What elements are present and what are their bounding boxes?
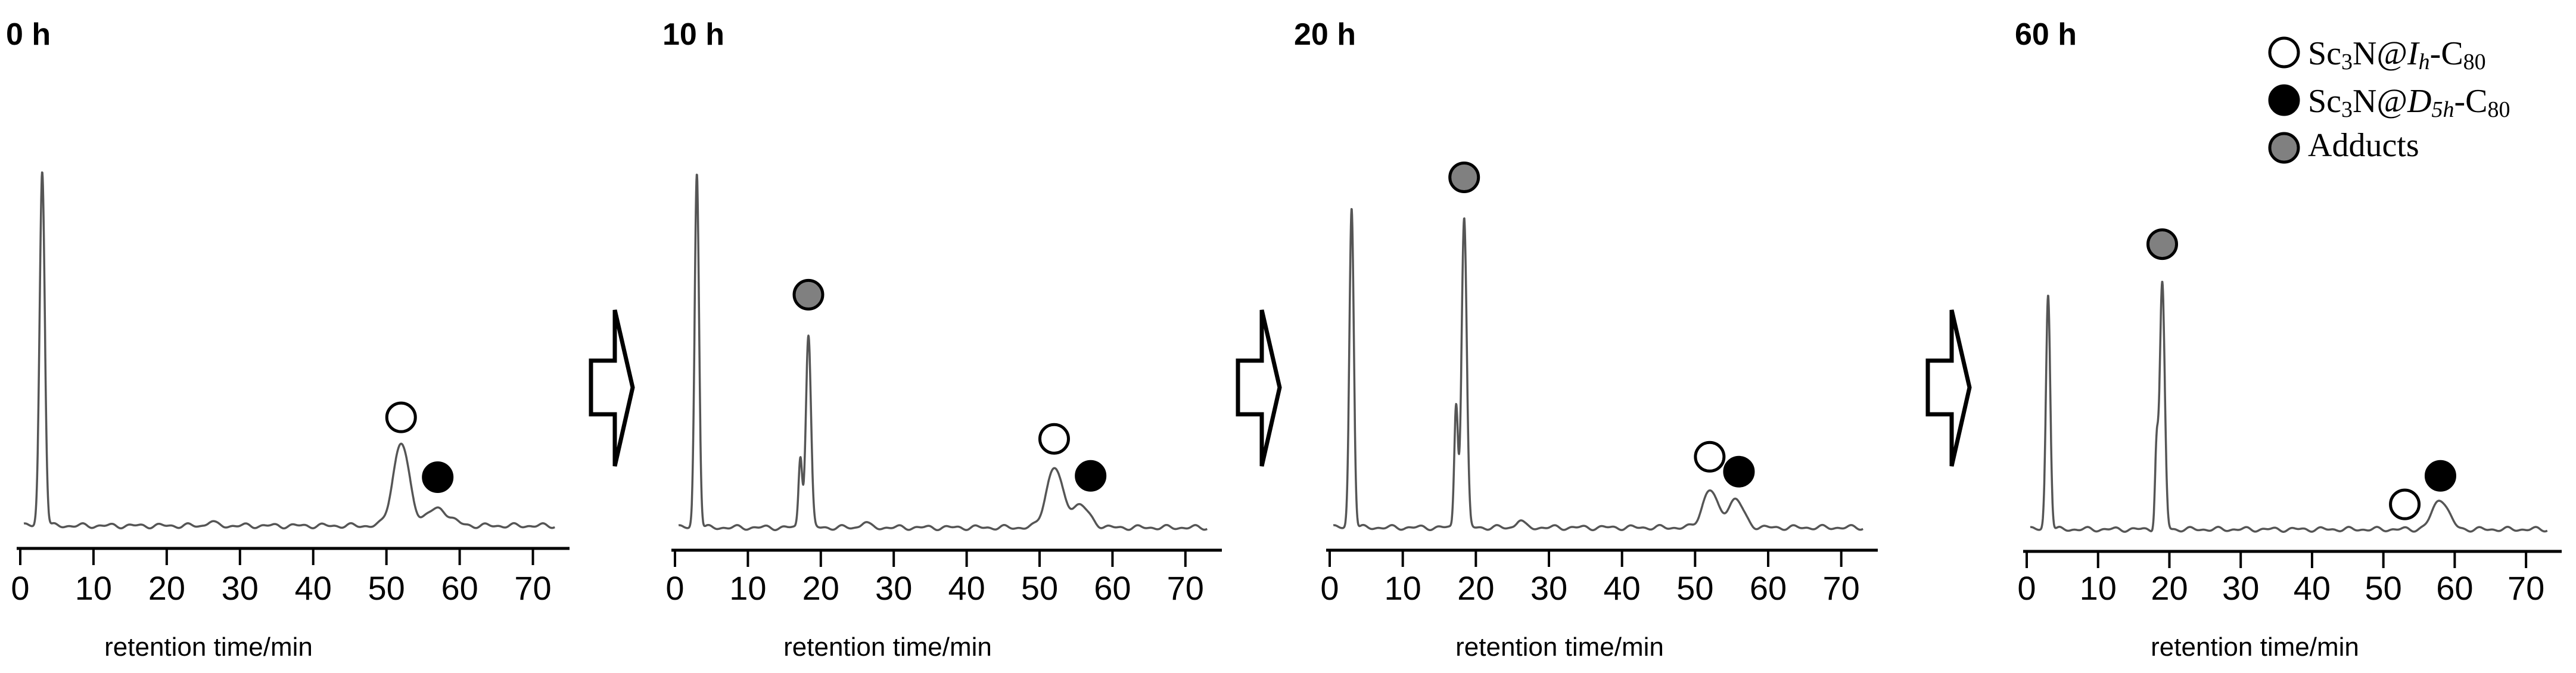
legend-entry: Sc3N@Ih-C80	[2268, 35, 2486, 75]
ih-marker	[1694, 441, 1726, 473]
legend-label: Sc3N@Ih-C80	[2308, 35, 2486, 75]
legend-label-part: D	[2407, 83, 2431, 120]
panel-time-label: 60 h	[2015, 17, 2077, 52]
legend-label-part: 80	[2463, 49, 2486, 75]
x-tick-label: 40	[295, 569, 332, 607]
x-tick-label: 70	[514, 569, 551, 607]
x-tick-label: 50	[1021, 569, 1058, 607]
panel-time-label: 20 h	[1294, 17, 1356, 52]
panel-time-label: 0 h	[6, 17, 51, 52]
x-tick-label: 60	[1094, 569, 1131, 607]
chromatogram-trace	[1332, 207, 1864, 532]
x-tick-label: 60	[1750, 569, 1787, 607]
ih-marker	[385, 401, 417, 433]
legend-entry: Adducts	[2268, 127, 2419, 164]
x-tick-label: 20	[148, 569, 185, 607]
legend-entry: Sc3N@D5h-C80	[2268, 83, 2510, 122]
legend-label-part: -C	[2430, 35, 2463, 72]
x-tick-label: 30	[875, 569, 912, 607]
x-tick-label: 50	[368, 569, 405, 607]
adducts-marker	[1448, 162, 1480, 193]
x-axis-label: retention time/min	[783, 632, 992, 662]
x-tick-label: 30	[222, 569, 259, 607]
d5h-marker	[422, 461, 454, 493]
x-tick-label: 0	[2017, 569, 2036, 607]
legend-label-part: 80	[2487, 97, 2510, 122]
ih-marker	[2389, 488, 2421, 520]
x-axis-label: retention time/min	[1455, 632, 1664, 662]
x-tick-label: 40	[1604, 569, 1641, 607]
x-tick-label: 60	[2436, 569, 2473, 607]
x-tick-label: 30	[1530, 569, 1567, 607]
x-tick-label: 0	[1320, 569, 1339, 607]
x-tick-label: 50	[1676, 569, 1713, 607]
x-tick-label: 20	[1457, 569, 1494, 607]
x-tick-label: 50	[2365, 569, 2402, 607]
legend-label-part: N@	[2353, 35, 2407, 72]
legend-label-part: 3	[2341, 49, 2353, 75]
time-progression-arrow	[1925, 309, 1972, 467]
x-tick-label: 0	[11, 569, 29, 607]
time-progression-arrow	[589, 309, 635, 467]
chromatogram-panel: 20 h 0 10 20 30 40 50 60 70 retention time/min	[1294, 17, 1878, 662]
panel-time-label: 10 h	[662, 17, 724, 52]
legend-label: Adducts	[2308, 127, 2419, 164]
x-tick-label: 20	[2151, 569, 2188, 607]
x-tick-label: 60	[441, 569, 478, 607]
adducts-marker	[2146, 228, 2178, 260]
legend-label: Sc3N@D5h-C80	[2308, 83, 2510, 122]
x-tick-label: 70	[1823, 569, 1860, 607]
d5h-marker	[1075, 460, 1107, 492]
adducts-marker	[2268, 132, 2300, 164]
legend-label-part: 5h	[2431, 97, 2454, 122]
d5h-marker	[1723, 455, 1755, 488]
legend-label-part: h	[2419, 49, 2430, 75]
ih-marker	[1038, 423, 1070, 455]
time-progression-arrow	[1236, 309, 1282, 467]
chromatogram-panel: 0 h 0 10 20 30 40 50 60 70 retention time/min	[6, 17, 570, 662]
x-tick-label: 0	[665, 569, 684, 607]
x-tick-label: 10	[1385, 569, 1421, 607]
x-tick-label: 30	[2222, 569, 2259, 607]
legend-label-part: I	[2407, 35, 2420, 72]
x-tick-label: 40	[2294, 569, 2331, 607]
chromatogram-trace	[23, 171, 556, 530]
chromatogram-trace	[677, 173, 1208, 532]
chromatogram-panel: 60 h 0 10 20 30 40 50 60 70 retention time/min	[2015, 17, 2562, 662]
chromatogram-panel: 10 h 0 10 20 30 40 50 60 70 retention time/min	[662, 17, 1222, 662]
x-axis-label: retention time/min	[2151, 632, 2359, 662]
legend-label-part: -C	[2454, 83, 2487, 120]
legend-label-part: Sc	[2308, 35, 2341, 72]
ih-marker	[2268, 36, 2300, 69]
adducts-marker	[792, 278, 825, 311]
d5h-marker	[2424, 460, 2456, 492]
x-tick-label: 40	[948, 569, 985, 607]
x-tick-label: 20	[802, 569, 839, 607]
x-tick-label: 10	[729, 569, 766, 607]
x-tick-label: 10	[2080, 569, 2117, 607]
x-tick-label: 70	[2507, 569, 2544, 607]
legend-label-part: 3	[2341, 97, 2353, 122]
legend-label-part: N@	[2353, 83, 2407, 120]
d5h-marker	[2268, 84, 2300, 116]
legend-label-part: Sc	[2308, 83, 2341, 120]
x-axis-label: retention time/min	[104, 632, 313, 662]
x-tick-label: 70	[1167, 569, 1204, 607]
x-tick-label: 10	[75, 569, 112, 607]
chromatogram-trace	[2029, 280, 2549, 533]
